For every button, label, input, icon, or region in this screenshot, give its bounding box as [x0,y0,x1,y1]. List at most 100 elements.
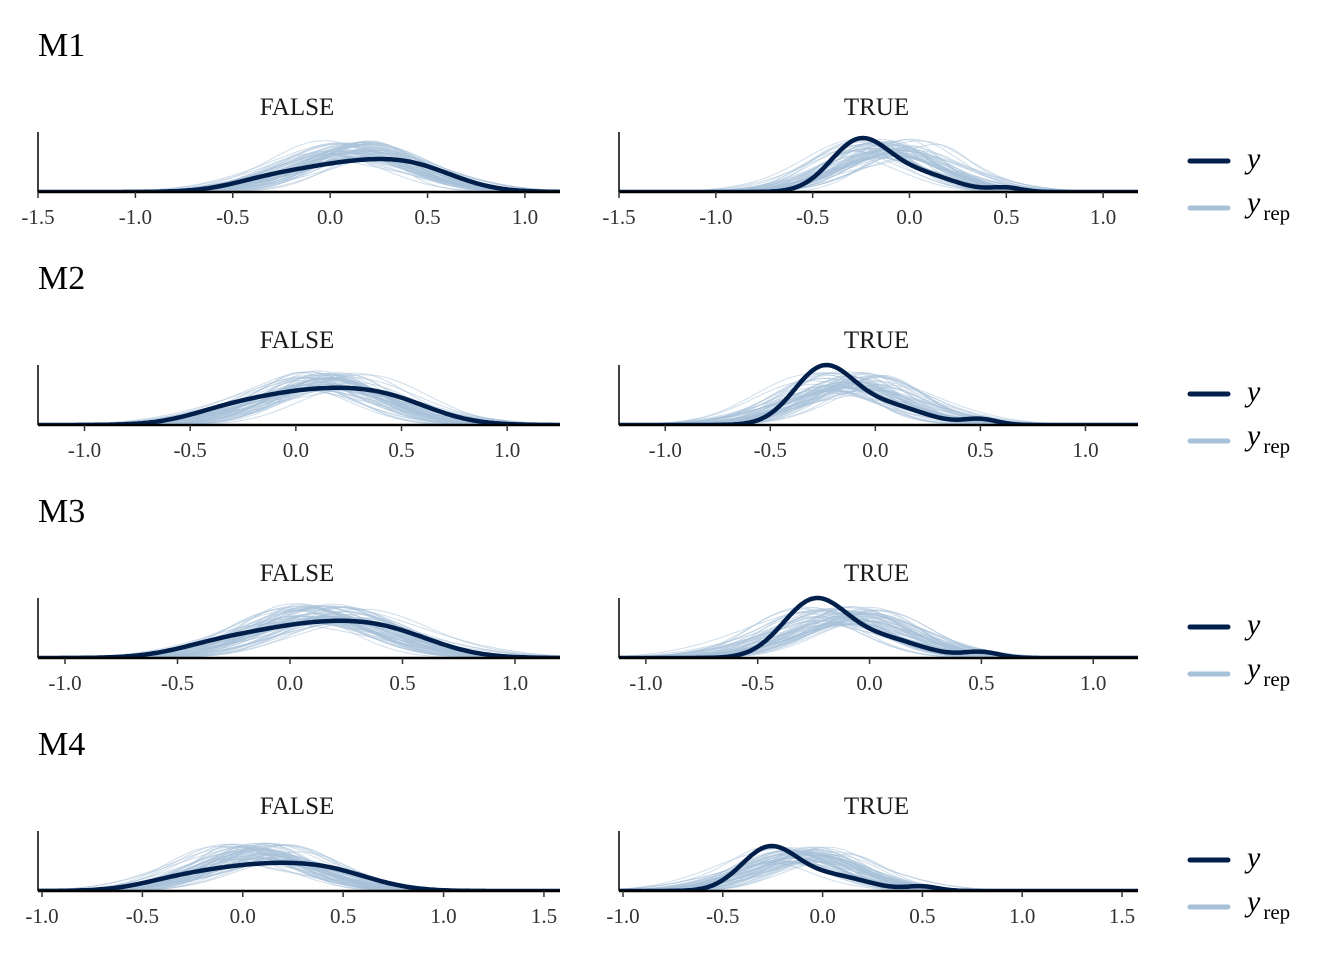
yrep-density-line [619,862,1138,891]
yrep-density-line [619,138,1138,192]
facet-title: FALSE [260,94,335,121]
x-tick-label: 0.5 [388,438,414,462]
yrep-density-line [619,152,1138,192]
legend: y y rep [1187,375,1290,458]
x-tick-label: 0.5 [968,671,994,695]
legend-y-label: y [1244,375,1261,408]
panel-3-true: TRUE -1.0 -0.5 0.0 0.5 1.0 [618,560,1138,695]
yrep-density-line [619,138,1138,192]
x-tick-label: 0.0 [230,904,256,928]
facet-title: TRUE [844,327,909,354]
x-tick-label: -0.5 [796,205,829,229]
yrep-density-line [619,853,1138,891]
x-tick-label: 0.0 [277,671,303,695]
x-tick-label: 1.0 [1009,904,1035,928]
x-tick-label: 0.0 [862,438,888,462]
legend-yrep-subscript: rep [1263,900,1290,924]
yrep-density-line [619,374,1138,425]
panel-1-true: TRUE -1.5 -1.0 -0.5 0.0 0.5 1.0 [602,94,1138,229]
x-tick-label: 1.0 [430,904,456,928]
legend-y-label: y [1244,841,1261,874]
yrep-density-line [619,150,1138,192]
density-curves [38,842,560,891]
facet-title: TRUE [844,793,909,820]
x-tick-label: -1.0 [649,438,682,462]
yrep-density-line [619,155,1138,192]
row-title: M4 [38,726,85,763]
x-tick-label: 0.0 [317,205,343,229]
legend-y-label: y [1244,142,1261,175]
legend-y-label: y [1244,608,1261,641]
facet-title: FALSE [260,560,335,587]
x-tick-label: -0.5 [161,671,194,695]
x-tick-label: -0.5 [216,205,249,229]
yrep-density-line [619,860,1138,891]
legend: y y rep [1187,608,1290,691]
x-tick-label: 0.5 [993,205,1019,229]
x-tick-label: -0.5 [754,438,787,462]
legend-yrep-label: y rep [1244,186,1290,225]
x-tick-label: -1.0 [606,904,639,928]
legend-yrep-label: y rep [1244,885,1290,924]
density-curves [619,135,1138,192]
legend-yrep-subscript: rep [1263,434,1290,458]
yrep-density-line [38,154,560,192]
x-tick-label: 1.5 [1109,904,1135,928]
x-tick-label: 0.0 [283,438,309,462]
panel-2-true: TRUE -1.0 -0.5 0.0 0.5 1.0 [618,327,1138,462]
row-title: M1 [38,27,85,64]
yrep-density-line [619,138,1138,192]
legend-yrep-label: y rep [1244,652,1290,691]
x-tick-label: 1.5 [531,904,557,928]
x-tick-label: -1.0 [699,205,732,229]
panel-4-true: TRUE -1.0 -0.5 0.0 0.5 1.0 1.5 [606,793,1138,928]
row-title: M3 [38,493,85,530]
yrep-density-line [619,155,1138,192]
row-title: M2 [38,260,85,297]
facet-title: FALSE [260,793,335,820]
density-curves [619,843,1138,891]
x-tick-label: 1.0 [1080,671,1106,695]
x-tick-label: -1.0 [48,671,81,695]
yrep-density-line [38,374,560,425]
yrep-density-line [619,155,1138,192]
x-tick-label: -0.5 [174,438,207,462]
yrep-density-line [619,846,1138,891]
yrep-density-line [619,155,1138,192]
y-density-line [619,843,1138,891]
legend-yrep-subscript: rep [1263,201,1290,225]
yrep-density-line [38,143,560,192]
density-curves [619,595,1138,658]
facet-title: TRUE [844,560,909,587]
x-tick-label: -1.0 [25,904,58,928]
panel-1-false: M1 FALSE -1.5 -1.0 -0.5 0.0 0.5 1.0 [21,27,560,229]
x-tick-label: 0.5 [414,205,440,229]
x-tick-label: -0.5 [741,671,774,695]
x-tick-label: 1.0 [494,438,520,462]
facet-title: TRUE [844,94,909,121]
x-tick-label: 0.5 [389,671,415,695]
x-tick-label: 1.0 [502,671,528,695]
yrep-density-line [619,138,1138,192]
yrep-density-line [38,156,560,192]
x-tick-label: 0.5 [330,904,356,928]
facet-title: FALSE [260,327,335,354]
x-tick-label: 1.0 [1090,205,1116,229]
x-tick-label: 0.0 [809,904,835,928]
density-curves [619,362,1138,425]
x-tick-label: -1.5 [21,205,54,229]
panel-2-false: M2 FALSE -1.0 -0.5 0.0 0.5 1.0 [37,260,560,462]
x-tick-label: -1.5 [602,205,635,229]
x-tick-label: -1.0 [629,671,662,695]
x-tick-label: 0.0 [856,671,882,695]
panel-3-false: M3 FALSE -1.0 -0.5 0.0 0.5 1.0 [37,493,560,695]
x-tick-label: -1.0 [119,205,152,229]
x-tick-label: -1.0 [68,438,101,462]
x-tick-label: 0.5 [967,438,993,462]
x-tick-label: 0.0 [896,205,922,229]
x-tick-label: 1.0 [512,205,538,229]
y-density-line [619,362,1138,425]
panels-group: M1 FALSE -1.5 -1.0 -0.5 0.0 0.5 1.0 TRUE -1.5 -1.0… [21,27,1138,928]
panel-4-false: M4 FALSE -1.0 -0.5 0.0 0.5 1.0 1.5 [25,726,560,928]
